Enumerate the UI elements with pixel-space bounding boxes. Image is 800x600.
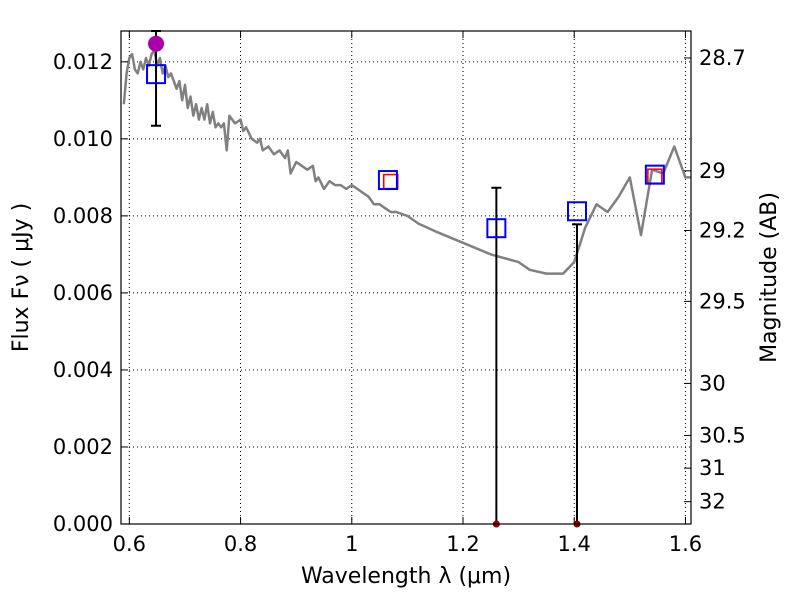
right-y-tick-label: 28.7 [699,46,746,70]
right-y-axis-label: Magnitude (AB) [757,192,782,363]
plot-frame [120,30,692,525]
observed-point [644,164,665,185]
y-tick-label: 0.012 [53,50,113,74]
x-tick-label: 1.2 [446,532,479,556]
right-y-tick-label: 32 [699,490,726,514]
right-y-tick-label: 29.5 [699,289,746,313]
observed-point [486,218,507,239]
x-tick-label: 1 [345,532,358,556]
x-axis-label: Wavelength λ (μm) [301,564,511,589]
right-y-tick-label: 30 [699,371,726,395]
model-sed-line [122,49,691,275]
y-tick-label: 0.000 [53,512,113,536]
x-tick-label: 1.4 [558,532,591,556]
photometry-points [146,30,665,528]
x-tick-label: 1.6 [669,532,702,556]
right-y-tick-label: 30.5 [699,423,746,447]
x-tick-label: 0.6 [113,532,146,556]
highlight-point [148,35,165,52]
observed-point [146,64,167,85]
y-tick-label: 0.002 [53,435,113,459]
y-tick-label: 0.004 [53,358,113,382]
observed-point [567,201,587,222]
y-tick-label: 0.010 [53,127,113,151]
model-sed-layer [122,49,691,275]
tick-labels: 0.6 0.8 1 1.2 1.4 1.6 0.000 0.002 0.004 0.006 0.00… [53,46,746,556]
model-point [382,173,399,190]
right-y-tick-label: 29 [699,159,726,183]
y-tick-label: 0.008 [53,204,113,228]
x-tick-label: 0.8 [224,532,257,556]
y-tick-label: 0.006 [53,281,113,305]
observed-point [377,170,398,191]
right-y-tick-label: 29.2 [699,219,746,243]
right-y-tick-label: 31 [699,456,726,480]
y-axis-label: Flux Fν ( μJy ) [9,203,34,352]
